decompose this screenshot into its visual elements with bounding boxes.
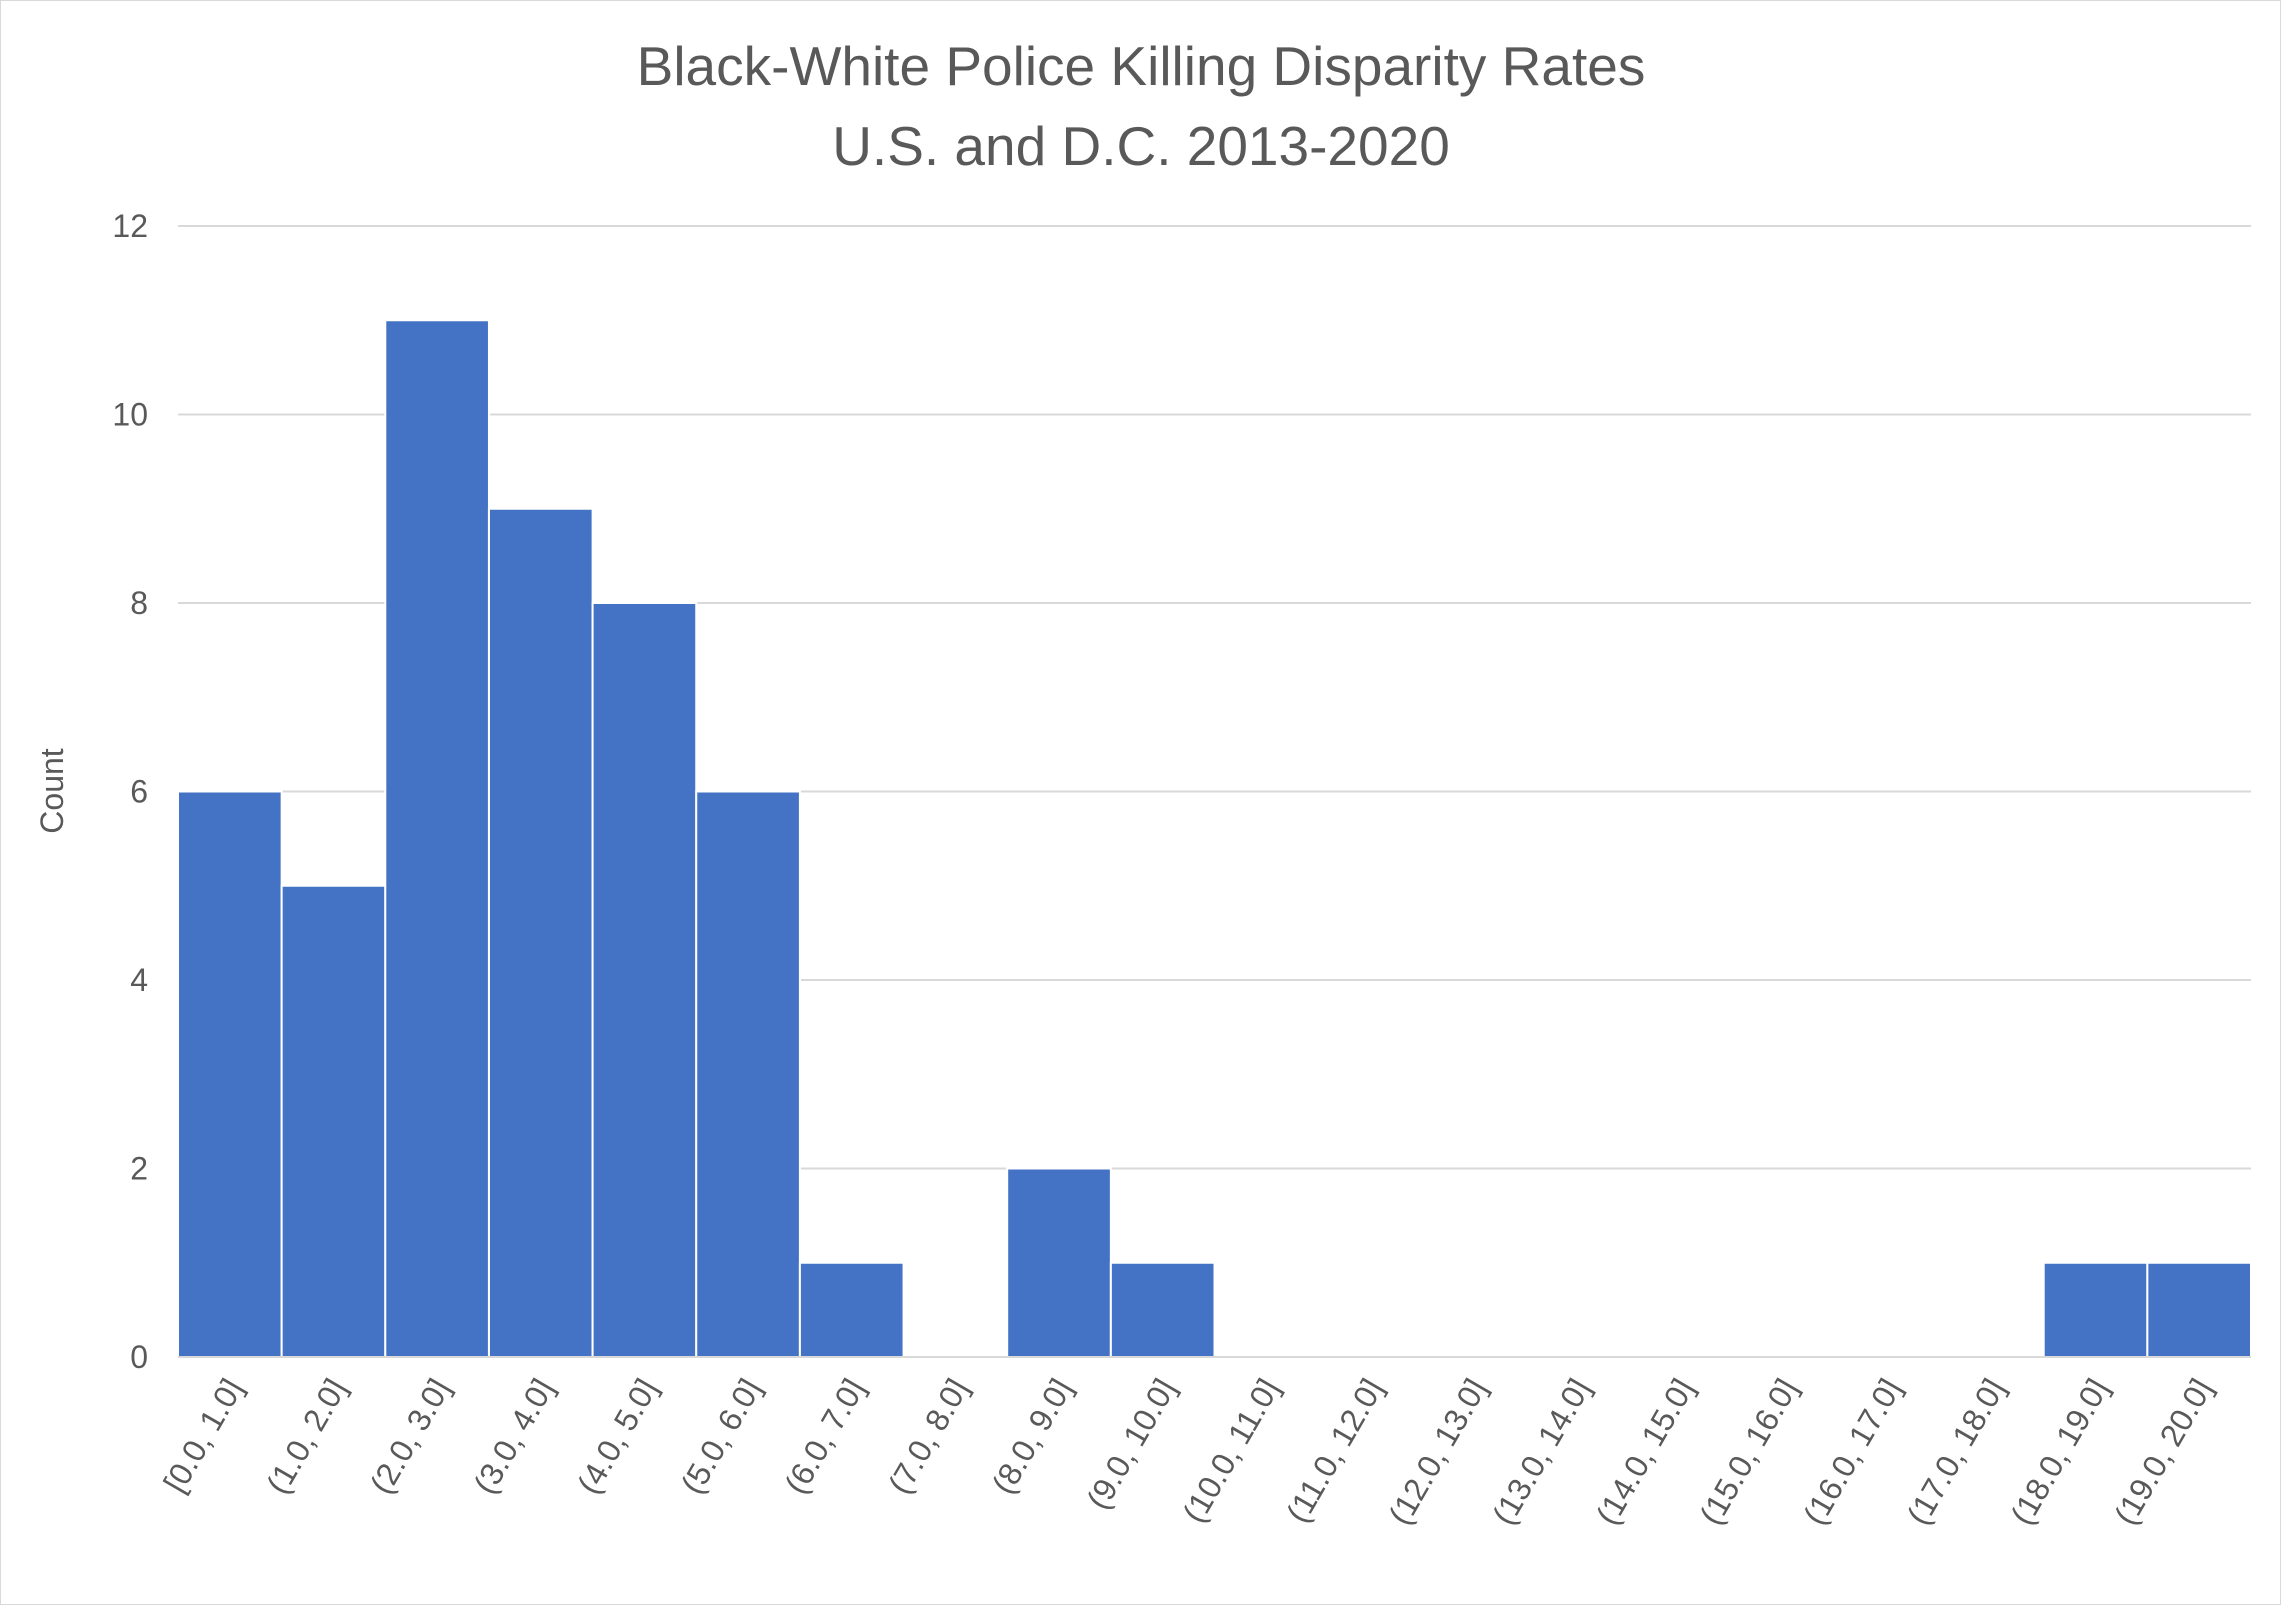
x-tick-label: (10.0, 11.0] [1175,1373,1286,1529]
histogram-bar [695,790,801,1358]
x-tick-label: (1.0, 2.0] [259,1373,353,1500]
y-tick-labels: 0 2 4 6 8 10 12 [112,208,148,1375]
histogram-bar [798,1261,905,1358]
x-tick-label: (18.0, 19.0] [2003,1373,2115,1531]
histogram-bar [1006,1167,1112,1358]
y-tick-label: 4 [130,962,148,998]
x-tick-labels: [0.0, 1.0] (1.0, 2.0] (2.0, 3.0] (3.0, 4.0]… [156,1373,2219,1531]
y-tick-label: 6 [130,774,148,810]
chart-title-line-2: U.S. and D.C. 2013-2020 [832,115,1450,177]
x-tick-label: (2.0, 3.0] [363,1373,457,1500]
x-tick-label: (6.0, 7.0] [777,1373,871,1500]
y-tick-label: 2 [130,1151,148,1187]
y-tick-label: 8 [130,585,148,621]
x-tick-label: [0.0, 1.0] [156,1373,249,1499]
x-tick-label: (16.0, 17.0] [1796,1373,1908,1531]
y-axis-title: Count [34,748,70,834]
x-tick-label: (19.0, 20.0] [2107,1373,2219,1531]
x-tick-label: (14.0, 15.0] [1589,1373,1701,1531]
chart-title-line-1: Black-White Police Killing Disparity Rat… [637,35,1646,97]
histogram-bar [591,602,698,1358]
histogram-bar [1109,1261,1216,1358]
x-tick-label: (9.0, 10.0] [1080,1373,1183,1516]
x-tick-label: (11.0, 12.0] [1279,1373,1390,1529]
histogram-bar [177,790,283,1358]
x-tick-label: (15.0, 16.0] [1693,1373,1805,1531]
x-tick-label: (13.0, 14.0] [1485,1373,1597,1531]
x-tick-label: (12.0, 13.0] [1382,1373,1494,1531]
y-tick-label: 0 [130,1339,148,1375]
x-tick-label: (5.0, 6.0] [674,1373,768,1500]
x-tick-label: (8.0, 9.0] [985,1373,1079,1500]
x-tick-label: (17.0, 18.0] [1900,1373,2012,1531]
y-tick-label: 10 [112,397,148,433]
x-tick-label: (7.0, 8.0] [881,1373,975,1500]
histogram-bar [280,884,387,1358]
bars [177,319,2253,1358]
histogram-bar [384,319,490,1358]
x-tick-label: (3.0, 4.0] [467,1373,561,1500]
histogram-bar [487,507,594,1358]
histogram-bar [2146,1261,2253,1358]
x-tick-label: (4.0, 5.0] [570,1373,664,1500]
histogram-bar [2042,1261,2149,1358]
y-tick-label: 12 [112,208,148,244]
